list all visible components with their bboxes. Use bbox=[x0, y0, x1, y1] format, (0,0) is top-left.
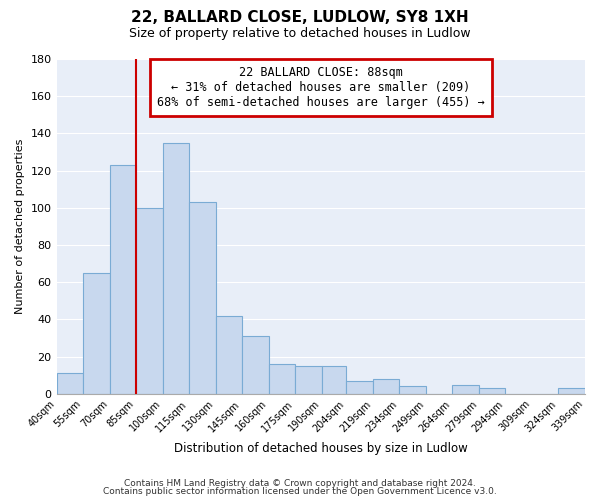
Bar bbox=[479, 388, 505, 394]
Bar bbox=[295, 366, 322, 394]
Bar bbox=[269, 364, 295, 394]
Text: Contains HM Land Registry data © Crown copyright and database right 2024.: Contains HM Land Registry data © Crown c… bbox=[124, 478, 476, 488]
Bar bbox=[346, 381, 373, 394]
Bar bbox=[56, 374, 83, 394]
Text: Contains public sector information licensed under the Open Government Licence v3: Contains public sector information licen… bbox=[103, 488, 497, 496]
Bar bbox=[322, 366, 346, 394]
Bar bbox=[559, 388, 585, 394]
Bar bbox=[215, 316, 242, 394]
Bar bbox=[163, 142, 189, 394]
Bar bbox=[83, 273, 110, 394]
Bar bbox=[189, 202, 215, 394]
Text: 22, BALLARD CLOSE, LUDLOW, SY8 1XH: 22, BALLARD CLOSE, LUDLOW, SY8 1XH bbox=[131, 10, 469, 25]
Text: Size of property relative to detached houses in Ludlow: Size of property relative to detached ho… bbox=[129, 28, 471, 40]
Bar bbox=[136, 208, 163, 394]
X-axis label: Distribution of detached houses by size in Ludlow: Distribution of detached houses by size … bbox=[174, 442, 467, 455]
Bar bbox=[110, 165, 136, 394]
Bar bbox=[373, 379, 400, 394]
Y-axis label: Number of detached properties: Number of detached properties bbox=[15, 139, 25, 314]
Bar bbox=[242, 336, 269, 394]
Text: 22 BALLARD CLOSE: 88sqm
← 31% of detached houses are smaller (209)
68% of semi-d: 22 BALLARD CLOSE: 88sqm ← 31% of detache… bbox=[157, 66, 485, 108]
Bar bbox=[400, 386, 426, 394]
Bar bbox=[452, 384, 479, 394]
